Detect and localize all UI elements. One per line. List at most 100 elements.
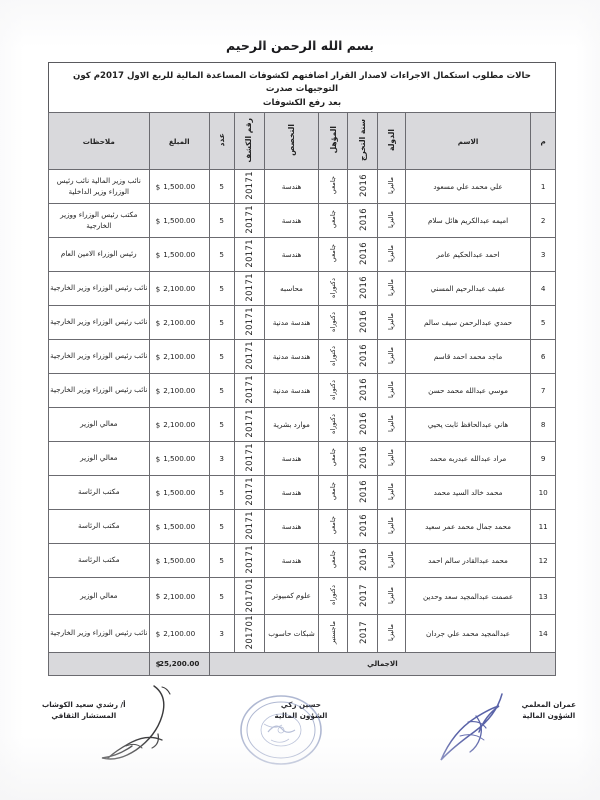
cell-grad-year: 2017 [347, 614, 379, 653]
table-container: م الاسم الدولة سنة التخرج المؤهل التخصص … [48, 112, 557, 676]
table-row: 1 علي محمد علي مسعود ماليزيا 2016 جامعي هندسة… [48, 169, 556, 204]
currency-symbol: $ [155, 591, 161, 601]
cell-name: اميمه عبدالكريم هائل سلام [404, 203, 532, 238]
amount-value: 1,500.00 [163, 216, 196, 225]
cell-no: 12 [530, 543, 556, 578]
cell-country: ماليزيا [377, 169, 406, 204]
currency-symbol: $ [155, 386, 161, 395]
cell-specialty: محاسبه [263, 271, 320, 306]
cell-statement-no: 20171 [233, 237, 265, 272]
total-amount: $ 25,200.00 [148, 651, 210, 676]
cell-count: 5 [208, 339, 235, 374]
cell-country: ماليزيا [377, 203, 406, 238]
cell-name: ماجد محمد احمد قاسم [404, 339, 532, 374]
cell-notes: مكتب الرئاسة [48, 475, 150, 510]
cell-no: 5 [530, 305, 556, 340]
cell-notes: نائب رئيس الوزراء وزير الخارجية [48, 339, 150, 374]
cell-name: مراد عبدالله عبدربه محمد [404, 441, 532, 476]
currency-symbol: $ [155, 216, 161, 225]
signature-cultural-attache: أ/ رشدي سعيد الكوشاب المستشار الثقافي [42, 700, 126, 722]
cell-notes: معالي الوزير [48, 576, 150, 616]
cell-qualification: دكتوراه [318, 373, 349, 408]
cell-statement-no: 20171 [233, 305, 265, 340]
cell-name: عصمت عبدالمجيد سعد وحدين [404, 576, 532, 616]
amount-value: 2,100.00 [163, 629, 196, 639]
cell-amount: $1,500.00 [148, 543, 210, 578]
currency-symbol: $ [155, 284, 161, 293]
cell-statement-no: 20171 [233, 271, 265, 306]
cell-count: 5 [208, 475, 235, 510]
table-row: 11 محمد جمال محمد عمر سعيد ماليزيا 2016 جامع… [48, 509, 556, 544]
cell-country: ماليزيا [377, 407, 406, 442]
signature-name: حسين زكي [280, 700, 321, 709]
cell-amount: $2,100.00 [148, 305, 210, 340]
signature-role: المستشار الثقافي [51, 710, 117, 720]
cell-no: 3 [530, 237, 556, 272]
cell-statement-no: 20171 [233, 441, 265, 476]
cell-statement-no: 20171 [233, 509, 265, 544]
cell-statement-no: 20171 [233, 373, 265, 408]
amount-value: 1,500.00 [163, 556, 196, 565]
table-row: 4 عفيف عبدالرحيم المسني ماليزيا 2016 دكتوراه… [48, 271, 556, 306]
cell-amount: $2,100.00 [148, 407, 210, 442]
cell-count: 3 [208, 441, 235, 476]
cell-country: ماليزيا [377, 475, 406, 510]
column-header-count: عدد [208, 112, 235, 170]
cell-no: 1 [530, 169, 556, 204]
cell-no: 9 [530, 441, 556, 476]
amount-value: 1,500.00 [163, 488, 196, 497]
cell-specialty: علوم كمبيوتر [263, 576, 320, 616]
cell-qualification: جامعي [318, 169, 349, 204]
cell-specialty: هندسة مدنية [263, 339, 320, 374]
cell-no: 11 [530, 509, 556, 544]
cell-amount: $1,500.00 [148, 509, 210, 544]
cell-count: 5 [208, 203, 235, 238]
table-row: 13 عصمت عبدالمجيد سعد وحدين ماليزيا 2017 دكت… [48, 576, 556, 616]
cell-specialty: هندسة [263, 475, 320, 510]
signature-block: عمران المعلمي الشؤون المالية حسين زكي ال… [20, 700, 584, 770]
table-header-row: م الاسم الدولة سنة التخرج المؤهل التخصص … [48, 112, 556, 170]
cell-name: محمد جمال محمد عمر سعيد [404, 509, 532, 544]
cell-count: 5 [208, 373, 235, 408]
cell-notes: مكتب الرئاسة [48, 509, 150, 544]
table-body: 1 علي محمد علي مسعود ماليزيا 2016 جامعي هندسة… [48, 169, 556, 653]
currency-symbol: $ [155, 454, 161, 463]
signature-role: الشؤون المالية [274, 710, 328, 720]
table-row: 5 حمدي عبدالرحمن سيف سالم ماليزيا 2016 دكتور… [48, 305, 556, 340]
cell-grad-year: 2017 [347, 576, 379, 616]
financial-assistance-table: م الاسم الدولة سنة التخرج المؤهل التخصص … [48, 112, 557, 676]
amount-value: 1,500.00 [163, 250, 196, 259]
column-header-specialty: التخصص [263, 112, 320, 170]
amount-value: 2,100.00 [163, 386, 196, 395]
cell-specialty: هندسة [263, 169, 320, 204]
cell-no: 14 [530, 614, 556, 653]
cell-name: موسي عبدالله محمد حسن [404, 373, 532, 408]
currency-symbol: $ [155, 182, 161, 191]
cell-notes: معالي الوزير [48, 441, 150, 476]
amount-value: 2,100.00 [163, 352, 196, 361]
cell-qualification: دكتوراه [318, 271, 349, 306]
cell-country: ماليزيا [377, 614, 406, 653]
table-row: 7 موسي عبدالله محمد حسن ماليزيا 2016 دكتوراه… [48, 373, 556, 408]
cell-name: محمد عبدالقادر سالم احمد [404, 543, 532, 578]
cell-notes: معالي الوزير [48, 407, 150, 442]
cell-qualification: دكتوراه [318, 339, 349, 374]
cell-country: ماليزيا [377, 237, 406, 272]
cell-count: 3 [208, 614, 235, 653]
cell-qualification: جامعي [318, 543, 349, 578]
table-row: 3 احمد عبدالحكيم عامر ماليزيا 2016 جامعي هندس… [48, 237, 556, 272]
cell-no: 4 [530, 271, 556, 306]
column-header-name: الاسم [404, 112, 532, 170]
cell-specialty: شبكات حاسوب [263, 614, 320, 653]
cell-grad-year: 2016 [347, 441, 379, 476]
currency-symbol: $ [155, 522, 161, 531]
column-header-qualification: المؤهل [318, 112, 349, 170]
cell-qualification: دكتوراه [318, 305, 349, 340]
cell-name: عفيف عبدالرحيم المسني [404, 271, 532, 306]
cell-country: ماليزيا [377, 339, 406, 374]
cell-statement-no: 20171 [233, 169, 265, 204]
cell-grad-year: 2016 [347, 169, 379, 204]
cell-qualification: جامعي [318, 475, 349, 510]
cell-amount: $2,100.00 [148, 339, 210, 374]
signature-name: أ/ رشدي سعيد الكوشاب [42, 700, 126, 709]
